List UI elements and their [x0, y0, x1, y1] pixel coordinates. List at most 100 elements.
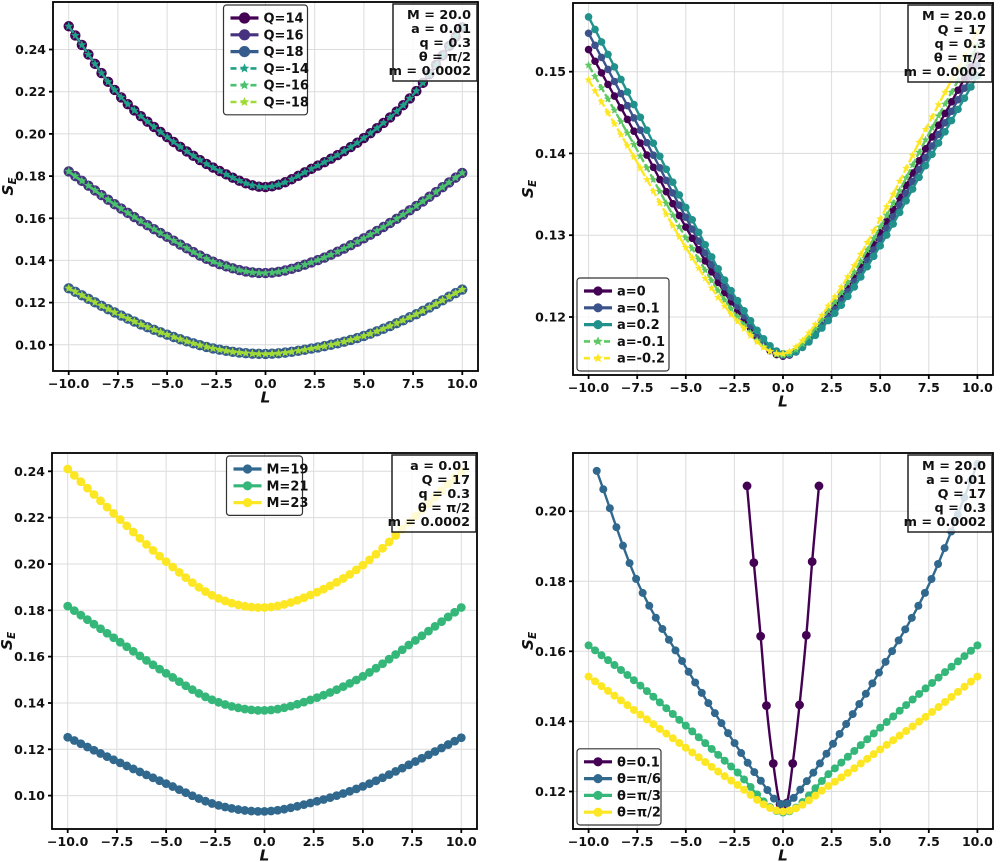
x-tick-label: −7.5 — [101, 834, 134, 849]
legend-label: θ=π/3 — [617, 789, 661, 804]
x-tick-label: 5.0 — [869, 380, 891, 395]
legend-entry: Q=18 — [230, 45, 304, 60]
y-axis: 0.10 0.12 0.14 0.16 0.18 0.20 0.22 0.24 SE — [0, 464, 52, 803]
plot-svg-bottom-left: −10.0 −7.5 −5.0 −2.5 0.0 2.5 5.0 7.5 10.0L0.100.… — [0, 452, 478, 862]
plot-panel-bottom-right: −10.0 −7.5 −5.0 −2.5 0.0 2.5 5.0 7.5 10.0 L 0.12 0.… — [500, 431, 1000, 862]
y-tick-label: 0.12 — [535, 310, 566, 325]
y-axis-label: SE — [519, 179, 539, 198]
param-box: M = 20.0Q = 17q = 0.3θ = π/2m = 0.0002 — [904, 4, 993, 83]
y-tick-label: 0.12 — [535, 784, 566, 799]
legend-label: M=19 — [267, 463, 309, 478]
y-tick-label: 0.20 — [15, 126, 46, 141]
legend: a=0a=0.1 a=0.2 a=-0.1 a=-0.2 — [576, 277, 670, 372]
legend-label: a=0.2 — [617, 318, 660, 333]
y-tick-label: 0.12 — [14, 742, 45, 757]
param-line: q = 0.3 — [935, 501, 986, 516]
y-tick-label: 0.14 — [535, 714, 566, 729]
x-tick-label: −2.5 — [718, 834, 751, 849]
x-tick-label: −2.5 — [199, 834, 232, 849]
x-axis-label: L — [261, 389, 271, 407]
x-axis: −10.0 −7.5 −5.0 −2.5 0.0 2.5 5.0 7.5 10.0 L — [568, 829, 993, 862]
series-M=21 — [63, 601, 466, 715]
series-a=-0.2 — [584, 27, 982, 358]
plot-svg-top-right: −10.0 −7.5 −5.0 −2.5 0.0 2.5 5.0 7.5 10.0L0.120.… — [519, 2, 994, 411]
x-tick-label: 0.0 — [253, 834, 275, 849]
y-axis: 0.12 0.13 0.14 0.15 SE — [519, 64, 573, 325]
x-tick-label: −7.5 — [621, 380, 654, 395]
y-tick-label: 0.16 — [15, 211, 46, 226]
legend-label: θ=π/6 — [617, 772, 661, 787]
series-M=19 — [63, 732, 466, 816]
legend: M=19M=21 M=23 — [225, 455, 309, 517]
legend-label: a=-0.2 — [617, 352, 665, 367]
legend-label: Q=-14 — [264, 62, 309, 77]
x-tick-label: 10.0 — [962, 834, 993, 849]
legend-label: Q=18 — [264, 45, 304, 60]
param-box: a = 0.01Q = 17q = 0.3θ = π/2m = 0.0002 — [388, 454, 477, 533]
legend-entry: a=0.1 — [584, 301, 660, 316]
legend-label: M=21 — [267, 479, 309, 494]
x-axis-label: L — [778, 393, 788, 411]
param-line: θ = π/2 — [934, 51, 986, 66]
param-line: q = 0.3 — [935, 37, 986, 52]
legend: Q=14Q=16 Q=18 Q=-14 Q=-16 Q=-18 — [222, 4, 309, 116]
y-tick-label: 0.24 — [15, 42, 46, 57]
series-Q=-16 — [64, 166, 467, 277]
y-tick-label: 0.16 — [535, 644, 566, 659]
x-tick-label: −7.5 — [102, 376, 135, 391]
x-tick-label: 5.0 — [869, 834, 891, 849]
param-line: m = 0.0002 — [388, 515, 470, 530]
y-tick-label: 0.18 — [535, 574, 566, 589]
y-tick-label: 0.14 — [535, 146, 566, 161]
x-tick-label: −10.0 — [568, 834, 610, 849]
y-tick-label: 0.20 — [535, 504, 566, 519]
param-line: θ = π/2 — [418, 501, 470, 516]
y-tick-label: 0.14 — [14, 696, 45, 711]
param-box: M = 20.0a = 0.01q = 0.3θ = π/2m = 0.0002 — [389, 3, 478, 82]
param-line: M = 20.0 — [407, 8, 471, 23]
param-line: a = 0.01 — [411, 22, 471, 37]
x-tick-label: −5.0 — [669, 380, 702, 395]
param-line: Q = 17 — [938, 487, 986, 502]
series-θ=π/2 — [584, 672, 982, 816]
y-axis-label: SE — [519, 631, 539, 650]
x-tick-label: 0.0 — [772, 834, 794, 849]
x-tick-label: 7.5 — [918, 380, 940, 395]
x-axis: −10.0 −7.5 −5.0 −2.5 0.0 2.5 5.0 7.5 10.0 L — [48, 371, 478, 407]
legend-entry: Q=14 — [230, 12, 304, 27]
x-tick-label: −5.0 — [151, 376, 184, 391]
y-tick-label: 0.10 — [14, 788, 45, 803]
legend-label: a=0.1 — [617, 301, 660, 316]
legend-entry: M=21 — [233, 479, 309, 494]
x-tick-label: −10.0 — [568, 380, 610, 395]
legend-entry: a=-0.1 — [584, 335, 665, 350]
x-axis: −10.0 −7.5 −5.0 −2.5 0.0 2.5 5.0 7.5 10.0 L — [47, 829, 477, 862]
x-tick-label: −2.5 — [718, 380, 751, 395]
plot-svg-top-left: −10.0 −7.5 −5.0 −2.5 0.0 2.5 5.0 7.5 10.0L0.100.… — [0, 1, 479, 407]
legend-entry: Q=-14 — [230, 62, 309, 77]
x-tick-label: −10.0 — [48, 376, 90, 391]
series-group — [584, 13, 982, 361]
legend-label: θ=π/2 — [617, 806, 661, 821]
y-axis: 0.10 0.12 0.14 0.16 0.18 0.20 0.22 0.24 SE — [0, 42, 53, 352]
y-tick-label: 0.16 — [14, 649, 45, 664]
y-axis-label: SE — [0, 177, 19, 196]
param-line: a = 0.01 — [926, 473, 986, 488]
legend-entry: M=23 — [233, 496, 308, 511]
legend-label: Q=-16 — [264, 79, 309, 94]
y-axis: 0.12 0.14 0.16 0.18 0.20 SE — [519, 504, 573, 799]
series-group — [63, 21, 468, 360]
x-tick-label: 7.5 — [918, 834, 940, 849]
param-line: m = 0.0002 — [904, 515, 986, 530]
legend-entry: θ=π/2 — [584, 806, 661, 821]
plot-panel-top-left: −10.0 −7.5 −5.0 −2.5 0.0 2.5 5.0 7.5 10.0 L 0.10 0.… — [0, 0, 500, 431]
x-axis-label: L — [778, 847, 788, 862]
param-line: Q = 17 — [938, 23, 986, 38]
x-tick-label: 2.5 — [303, 834, 325, 849]
legend-entry: Q=-16 — [230, 79, 309, 94]
legend-label: a=0 — [617, 285, 646, 300]
x-tick-label: 5.0 — [353, 376, 375, 391]
legend-entry: θ=π/3 — [584, 789, 661, 804]
y-tick-label: 0.22 — [15, 84, 46, 99]
x-tick-label: 10.0 — [962, 380, 993, 395]
